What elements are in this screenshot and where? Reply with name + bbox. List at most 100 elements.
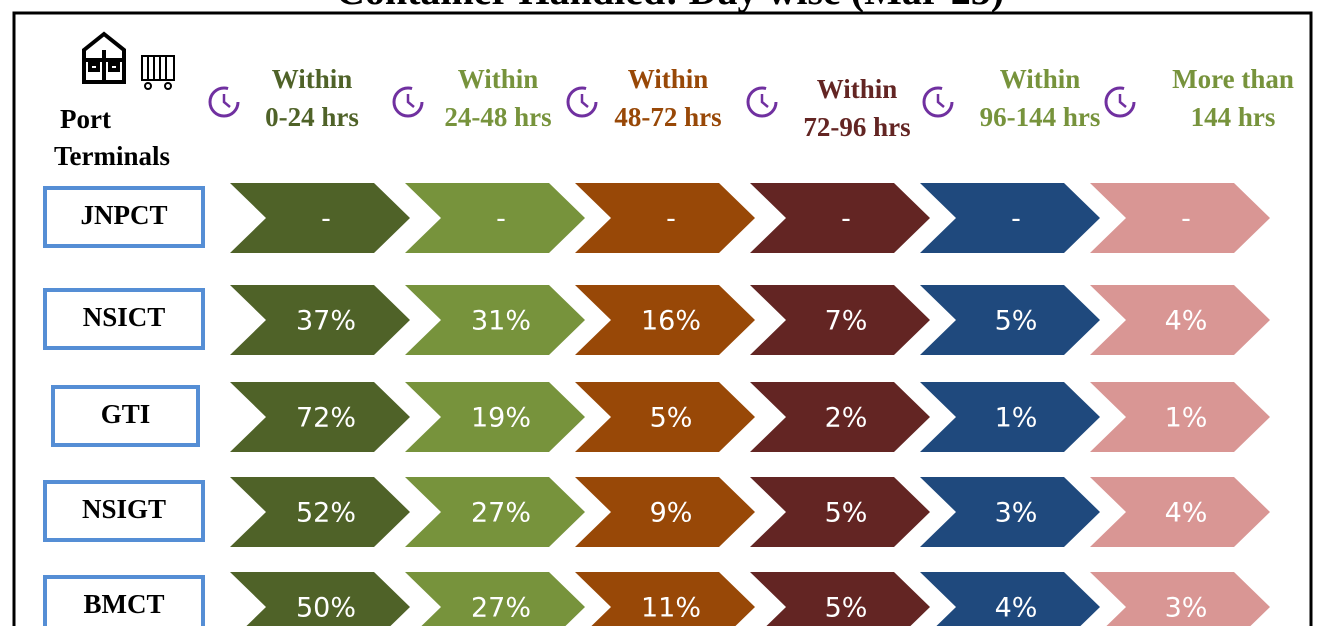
cell-value: 4%	[1165, 306, 1208, 337]
column-header: 48-72 hrs	[614, 102, 721, 132]
cell-value: -	[321, 204, 331, 235]
cell-value: -	[496, 204, 506, 235]
chevron	[575, 382, 755, 452]
clock-hands	[222, 94, 231, 108]
clock-icon	[392, 86, 424, 118]
chevron	[750, 183, 930, 253]
cell-value: 1%	[1165, 403, 1208, 434]
column-header: Within	[272, 64, 353, 94]
frame	[12, 11, 1313, 626]
column-header: 24-48 hrs	[444, 102, 551, 132]
cell-value: 9%	[650, 498, 693, 529]
chevron	[405, 572, 585, 626]
cell-value: 3%	[1165, 593, 1208, 624]
clock-hands	[936, 94, 945, 108]
chevron	[1090, 572, 1270, 626]
chevron	[405, 183, 585, 253]
column-header: 72-96 hrs	[803, 112, 910, 142]
chevron	[575, 477, 755, 547]
terminal-label: NSIGT	[82, 494, 166, 524]
cell-value: 50%	[296, 593, 356, 624]
column-header: Within	[628, 64, 709, 94]
cell-value: 7%	[825, 306, 868, 337]
chevron	[920, 382, 1100, 452]
building-icon	[82, 31, 126, 84]
column-header: 144 hrs	[1191, 102, 1276, 132]
cell-value: 5%	[825, 498, 868, 529]
cell-value: 31%	[471, 306, 531, 337]
clock-icon	[922, 86, 954, 118]
chevron	[920, 285, 1100, 355]
terminal-box	[43, 480, 205, 542]
terminal-box	[43, 288, 205, 350]
chevron	[405, 285, 585, 355]
chevron	[750, 382, 930, 452]
chevron	[1090, 285, 1270, 355]
cell-value: 2%	[825, 403, 868, 434]
cell-value: -	[666, 204, 676, 235]
column-header: Within	[817, 74, 898, 104]
cell-value: 1%	[995, 403, 1038, 434]
cell-value: 27%	[471, 498, 531, 529]
chevron	[1090, 382, 1270, 452]
cell-value: 5%	[650, 403, 693, 434]
chevron	[230, 572, 410, 626]
column-header: More than	[1172, 64, 1294, 94]
chevron	[230, 477, 410, 547]
title: Container Handled: Day wise (Mar'25)	[336, 0, 1004, 13]
clock-hands	[760, 94, 769, 108]
chevron	[1090, 183, 1270, 253]
cell-value: 5%	[995, 306, 1038, 337]
chevron	[230, 382, 410, 452]
corner-header: Terminals	[54, 141, 170, 171]
cell-value: -	[841, 204, 851, 235]
cell-value: -	[1181, 204, 1191, 235]
chevron	[230, 285, 410, 355]
terminal-label: JNPCT	[81, 200, 168, 230]
terminal-box	[51, 385, 200, 447]
clock-icon	[1104, 86, 1136, 118]
clock-icon	[566, 86, 598, 118]
clock-hands	[1118, 94, 1127, 108]
clock-hands	[580, 94, 589, 108]
cell-value: 19%	[471, 403, 531, 434]
chevron	[920, 477, 1100, 547]
column-header: Within	[1000, 64, 1081, 94]
clock-hands	[406, 94, 415, 108]
chevron	[1090, 477, 1270, 547]
cell-value: 27%	[471, 593, 531, 624]
column-header: 96-144 hrs	[980, 102, 1101, 132]
cell-value: 4%	[995, 593, 1038, 624]
terminal-label: BMCT	[84, 589, 165, 619]
terminal-label: GTI	[101, 399, 151, 429]
cell-value: 52%	[296, 498, 356, 529]
cell-value: 72%	[296, 403, 356, 434]
clock-icon	[208, 86, 240, 118]
chevron	[230, 183, 410, 253]
cell-value: 11%	[641, 593, 701, 624]
cell-value: 37%	[296, 306, 356, 337]
corner-header: Port	[60, 104, 111, 134]
column-header: Within	[458, 64, 539, 94]
chevron	[575, 183, 755, 253]
clock-icon	[746, 86, 778, 118]
cell-value: 4%	[1165, 498, 1208, 529]
chevron	[750, 477, 930, 547]
chevron	[575, 572, 755, 626]
container-icon	[141, 55, 175, 90]
terminal-label: NSICT	[83, 302, 166, 332]
chevron	[405, 477, 585, 547]
chevron	[920, 183, 1100, 253]
chevron	[575, 285, 755, 355]
chevron	[405, 382, 585, 452]
title-bg	[230, 0, 1110, 11]
terminal-box	[43, 575, 205, 626]
cell-value: -	[1011, 204, 1021, 235]
cell-value: 16%	[641, 306, 701, 337]
chevron	[750, 572, 930, 626]
cell-value: 5%	[825, 593, 868, 624]
column-header: 0-24 hrs	[265, 102, 359, 132]
chevron	[750, 285, 930, 355]
